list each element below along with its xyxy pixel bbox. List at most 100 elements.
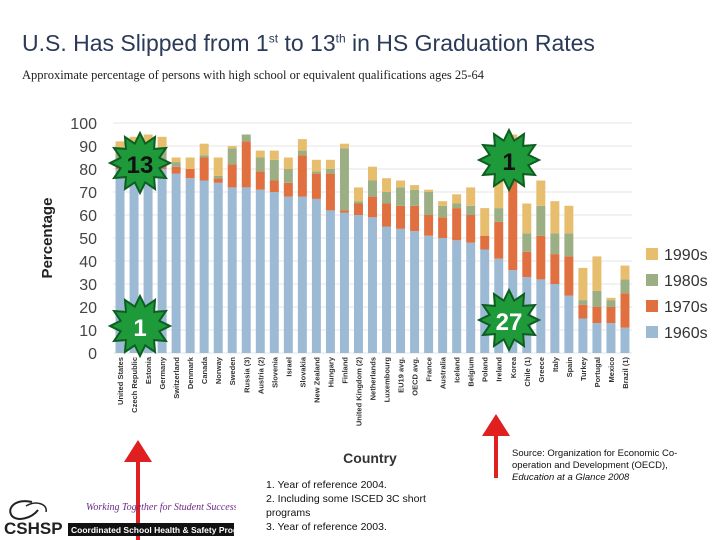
x-category-label: Canada	[200, 356, 209, 384]
bar-segment-1970s	[620, 293, 630, 328]
bar-segment-1960s	[410, 231, 420, 353]
source-note: Source: Organization for Economic Co-ope…	[512, 448, 712, 484]
bar-segment-1960s	[564, 295, 574, 353]
bar-segment-1990s	[283, 157, 293, 169]
x-category-label: Germany	[158, 356, 167, 389]
burst-badge-13: 13	[127, 152, 154, 179]
x-category-label: Portugal	[593, 357, 602, 387]
bar-segment-1990s	[606, 297, 616, 301]
x-category-label: Spain	[565, 357, 574, 378]
bar-segment-1960s	[620, 327, 630, 353]
bar-segment-1980s	[424, 192, 434, 215]
bar-segment-1990s	[396, 180, 406, 188]
bar-segment-1970s	[199, 157, 209, 181]
bar-segment-1960s	[424, 235, 434, 353]
bar-segment-1990s	[255, 150, 265, 158]
x-category-label: France	[425, 357, 434, 382]
bar-segment-1970s	[368, 196, 377, 218]
burst-badge-1-top-group: 1	[476, 127, 542, 193]
footnote: programs	[266, 507, 311, 519]
bar-segment-1960s	[466, 242, 476, 353]
bar-segment-1970s	[592, 307, 602, 324]
bar-segment-1990s	[185, 157, 195, 169]
bar-segment-1990s	[410, 185, 420, 190]
y-tick-label: 10	[79, 323, 97, 340]
bar-segment-1990s	[143, 134, 153, 144]
y-tick-label: 100	[70, 116, 97, 133]
bar-segment-1980s	[494, 208, 504, 222]
bar-segment-1990s	[353, 187, 363, 202]
bar-segment-1980s	[382, 192, 392, 204]
bar-segment-1990s	[269, 150, 279, 160]
bar-segment-1970s	[452, 208, 462, 241]
bar-segment-1980s	[564, 233, 574, 257]
x-category-label: Iceland	[453, 357, 462, 383]
bar-segment-1990s	[171, 157, 181, 163]
bar-segment-1960s	[536, 279, 546, 353]
bar-segment-1960s	[115, 169, 125, 353]
x-category-label: OECD avg.	[411, 357, 420, 396]
bar-segment-1990s	[564, 205, 574, 234]
bar-segment-1960s	[438, 238, 448, 353]
bar-segment-1980s	[255, 157, 265, 172]
bar-segment-1960s	[592, 323, 602, 353]
x-category-label: Denmark	[186, 356, 195, 389]
up-arrow-right-icon	[482, 414, 510, 478]
y-tick-label: 70	[79, 185, 97, 202]
logo-tagline: Working Together for Student Success	[86, 502, 236, 513]
bar-segment-1960s	[199, 180, 209, 353]
y-tick-label: 50	[79, 231, 97, 248]
legend-label: 1970s	[664, 299, 708, 316]
cshsp-logo: Working Together for Student Success CSH…	[4, 500, 236, 538]
x-category-label: Finland	[340, 357, 349, 384]
burst-shape-13	[107, 130, 173, 196]
y-tick-label: 0	[88, 346, 97, 363]
x-category-label: Norway	[214, 356, 223, 384]
bar-segment-1980s	[199, 155, 209, 158]
bar-segment-1990s	[325, 159, 335, 169]
bar-segment-1980s	[396, 187, 406, 206]
bar-segment-1990s	[382, 178, 392, 192]
bar-segment-1960s	[339, 212, 349, 353]
bar-segment-1990s	[592, 256, 602, 291]
bar-segment-1990s	[199, 143, 209, 156]
bar-segment-1980s	[368, 180, 377, 197]
burst-shape-1-bottom	[107, 293, 173, 359]
x-category-label: Australia	[439, 356, 448, 389]
bar-segment-1960s	[325, 210, 335, 353]
bar-segment-1960s	[382, 226, 392, 353]
bar-segment-1980s	[466, 205, 476, 215]
bar-segment-1980s	[283, 169, 293, 183]
burst-badge-1-bottom: 1	[133, 315, 146, 342]
bar-segment-1970s	[410, 205, 420, 232]
bar-segment-1960s	[297, 196, 307, 353]
bar-segment-1980s	[227, 148, 237, 165]
x-category-label: Ireland	[495, 357, 504, 382]
bar-segment-1970s	[606, 307, 616, 324]
x-category-layer: United States Czech Republic Estonia German…	[116, 356, 630, 426]
bar-segment-1970s	[171, 166, 181, 174]
bar-segment-1970s	[480, 235, 490, 250]
bar-segment-1980s	[620, 279, 630, 294]
bar-segment-1960s	[185, 178, 195, 353]
x-category-label: Austria (2)	[256, 357, 265, 395]
bar-segment-1970s	[396, 205, 406, 229]
x-category-label: Mexico	[607, 357, 616, 383]
y-tick-layer: 0 10 20 30 40 50 60 70 80 90 100	[70, 116, 97, 363]
bar-segment-1970s	[424, 215, 434, 236]
bar-segment-1970s	[297, 155, 307, 197]
bar-segment-1980s	[339, 148, 349, 211]
bar-segment-1970s	[185, 169, 195, 179]
bar-segment-1990s	[213, 157, 223, 176]
footnote: 3. Year of reference 2003.	[266, 521, 387, 533]
burst-badge-27-group: 27	[476, 287, 542, 353]
logo-abbr: CSHSP	[4, 519, 63, 538]
x-category-label: New Zealand	[312, 357, 321, 403]
bar-segment-1990s	[522, 203, 532, 234]
x-category-label: Belgium	[467, 357, 476, 387]
x-category-label: Sweden	[228, 357, 237, 386]
bar-segment-1960s	[171, 173, 181, 353]
bar-segment-1970s	[353, 203, 363, 215]
bar-segment-1990s	[115, 141, 125, 151]
x-category-label: Slovakia	[298, 356, 307, 387]
